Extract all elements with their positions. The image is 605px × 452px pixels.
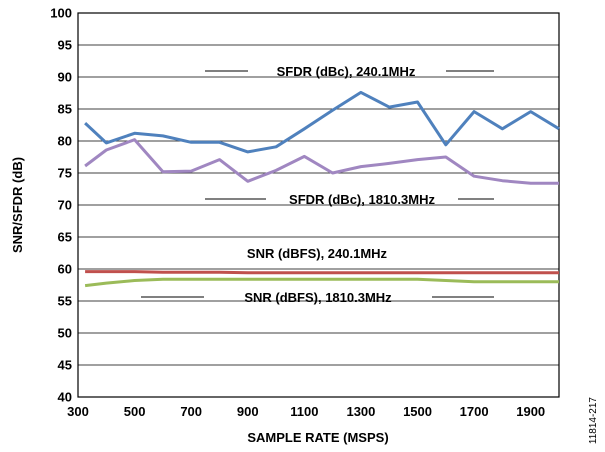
series-line-1 [84,138,559,185]
x-tick-label-300: 300 [67,404,89,419]
x-axis-title: SAMPLE RATE (MSPS) [247,430,388,445]
gridlines [78,44,559,366]
series-lines [84,90,560,288]
annotation-snr-1810: SNR (dBFS), 1810.3MHz [244,290,392,305]
y-tick-label-70: 70 [58,198,72,213]
series-line-2 [85,270,559,275]
y-tick-label-80: 80 [58,134,72,149]
y-tick-label-100: 100 [50,6,72,21]
x-tick-label-1100: 1100 [290,404,318,419]
x-tick-label-500: 500 [124,404,146,419]
y-tick-label-50: 50 [58,326,72,341]
x-tick-label-700: 700 [180,404,202,419]
x-tick-label-1900: 1900 [516,404,545,419]
y-tick-label-65: 65 [58,230,72,245]
x-tick-label-1700: 1700 [460,404,489,419]
y-tick-label-95: 95 [58,38,72,53]
x-tick-labels: 300 500 700 900 1100 1300 1500 1700 1900 [67,404,545,419]
annotation-snr-240: SNR (dBFS), 240.1MHz [247,246,388,261]
y-tick-label-60: 60 [58,262,72,277]
annotation-sfdr-1810: SFDR (dBc), 1810.3MHz [289,192,435,207]
series-line-0 [84,90,560,154]
x-tick-label-900: 900 [237,404,259,419]
x-tick-label-1300: 1300 [346,404,375,419]
y-tick-labels: 40 45 50 55 60 65 70 75 80 85 90 95 100 [50,6,72,405]
x-tick-label-1500: 1500 [403,404,432,419]
y-tick-label-85: 85 [58,102,72,117]
y-tick-label-40: 40 [58,390,72,405]
annotations: SFDR (dBc), 240.1MHz SFDR (dBc), 1810.3M… [141,64,494,305]
y-tick-label-75: 75 [58,166,72,181]
figure-id: 11814-217 [588,397,599,445]
series-line-3 [84,277,559,288]
y-tick-label-45: 45 [58,358,72,373]
y-tick-label-90: 90 [58,70,72,85]
y-tick-label-55: 55 [58,294,72,309]
y-axis-title: SNR/SFDR (dB) [10,157,25,253]
annotation-sfdr-240: SFDR (dBc), 240.1MHz [277,64,416,79]
